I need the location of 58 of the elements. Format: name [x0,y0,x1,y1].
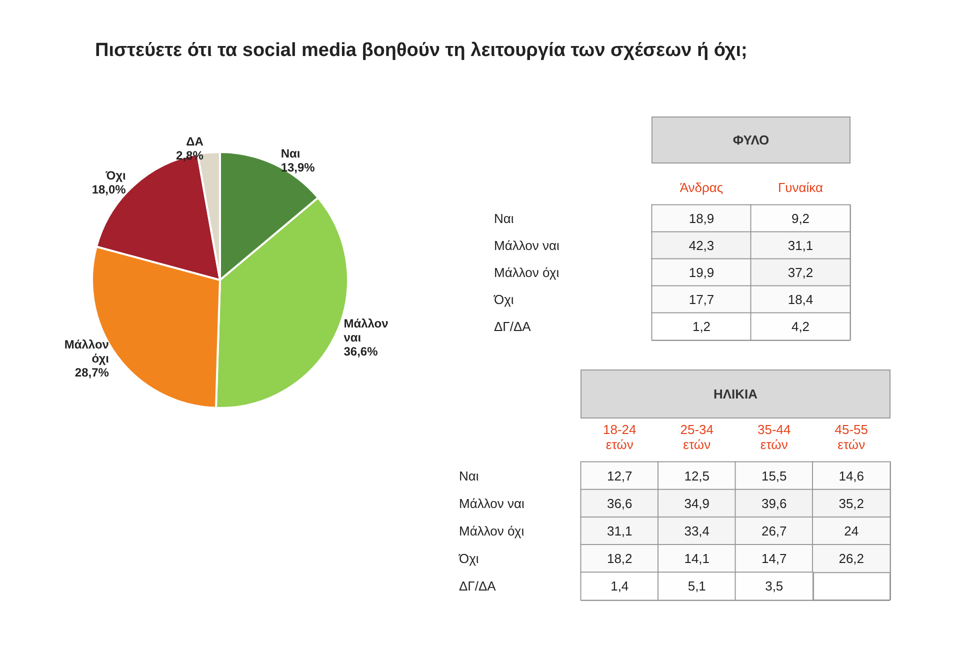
data-label: 12,7 [606,468,632,484]
y-tick-label: Μάλλον όχι [494,265,560,280]
slice-label: Μάλλον όχι [64,338,110,366]
y-tick-label: Ναι [494,211,514,226]
x-tick-label: 25-34 ετών [680,422,714,452]
data-label: 1,2 [692,319,711,334]
slice-label: Ναι [280,146,300,160]
data-label: 3,5 [765,578,784,594]
data-label: 31,1 [788,238,814,253]
data-label: 4,2 [791,319,810,334]
data-label: 26,7 [761,524,787,538]
y-tick-label: Μάλλον ναι [494,238,560,253]
y-tick-label: Όχι [458,551,479,566]
y-tick-label: Μάλλον όχι [459,524,524,538]
data-label: 34,9 [684,496,710,511]
data-label: 28,7% [74,366,110,380]
data-label: 18,2 [606,551,632,566]
chart-title: Πιστεύετε ότι τα social media βοηθούν τη λειτουργία των σχέσεων ή όχι; [95,40,748,61]
y-tick-label: Όχι [493,292,514,307]
x-tick-label: Άνδρας [680,180,724,195]
y-tick-label: Μάλλον ναι [459,496,525,511]
data-label: 19,9 [688,265,714,280]
data-label: 36,6 [606,496,632,511]
data-label: 36,6% [344,344,378,359]
data-label: 17,7 [688,292,714,307]
data-label: 14,6 [838,468,864,484]
data-label: 33,4 [684,524,710,538]
data-label: 24 [844,524,859,538]
data-label: 13,9% [280,160,316,174]
data-label: 35,2 [838,496,864,511]
y-tick-label: ΔΓ/ΔΑ [494,319,532,334]
data-label: 5,1 [688,578,706,594]
data-label: 18,0% [92,182,126,197]
data-label: 1,4 [610,578,629,594]
data-label: 26,2 [838,551,864,566]
data-label: 9,2 [791,211,810,226]
data-label: 37,2 [788,265,814,280]
y-tick-label: Ναι [459,468,479,484]
x-tick-label: 18-24 ετών [603,422,636,452]
chart-title: ΗΛΙΚΙΑ [713,386,758,402]
y-tick-label: ΔΓ/ΔΑ [459,578,496,594]
data-label: 31,1 [606,524,632,538]
data-label: 18,4 [788,292,814,307]
x-tick-label: 45-55 ετών [834,422,868,452]
data-label: 39,6 [761,496,787,511]
x-tick-label: 35-44 ετών [758,422,791,452]
data-label: 2,8% [176,148,204,163]
data-label: 15,5 [761,468,787,484]
x-tick-label: Γυναίκα [778,180,824,195]
data-label: 14,7 [761,551,787,566]
chart-title: ΦΥΛΟ [732,132,770,148]
slice-label: Μάλλον ναι [344,316,389,345]
slice-label: ΔΑ [186,134,204,149]
data-label: 18,9 [688,211,714,226]
slice-label: Όχι [104,168,126,183]
data-label: 14,1 [684,551,710,566]
data-label: 42,3 [688,238,714,253]
data-label: 12,5 [684,468,710,484]
